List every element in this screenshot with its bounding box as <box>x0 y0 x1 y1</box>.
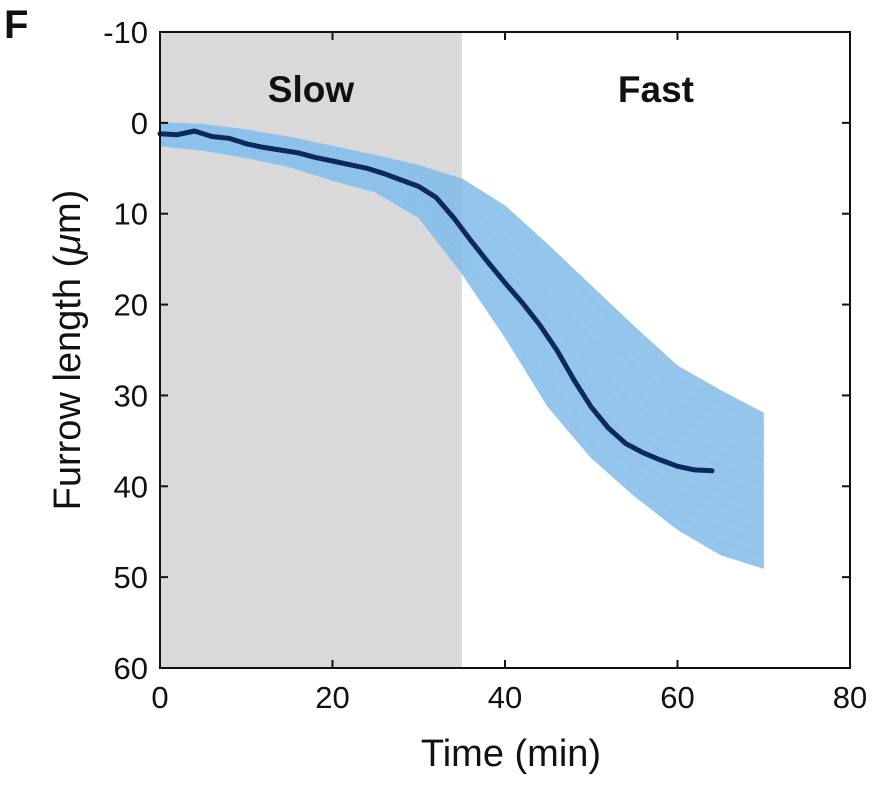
individual-trace <box>159 136 765 510</box>
individual-trace <box>159 122 765 415</box>
mean-trace-line <box>157 128 715 474</box>
individual-trace <box>159 123 765 427</box>
y-axis-label-mu: μ <box>47 234 89 256</box>
y-tick-label: 0 <box>131 106 148 141</box>
x-tick-label: 80 <box>833 680 867 715</box>
y-tick-label: 20 <box>114 288 148 323</box>
y-tick-label: -10 <box>103 15 148 50</box>
x-tick-label: 0 <box>151 680 168 715</box>
individual-trace <box>159 144 765 569</box>
y-tick-label: 60 <box>114 651 148 686</box>
plot-area: Slow Fast 0 20 40 60 80 -10 0 10 20 30 40 50 60 <box>103 15 867 715</box>
y-tick-label: 50 <box>114 560 148 595</box>
region-label-fast: Fast <box>618 69 694 110</box>
individual-trace <box>159 141 765 546</box>
individual-traces-band <box>160 122 764 569</box>
individual-trace <box>159 139 765 534</box>
x-axis-label: Time (min) <box>421 733 601 775</box>
region-label-slow: Slow <box>268 69 355 110</box>
individual-trace <box>159 125 765 439</box>
y-tick-label: 40 <box>114 469 148 504</box>
individual-trace <box>159 129 765 462</box>
y-axis-label: Furrow length (μm) <box>47 190 89 511</box>
x-tick-label: 20 <box>315 680 349 715</box>
x-tick-label: 60 <box>660 680 694 715</box>
y-axis-label-prefix: Furrow length ( <box>47 254 89 510</box>
x-tick-label: 40 <box>488 680 522 715</box>
y-tick-label: 10 <box>114 197 148 232</box>
individual-trace <box>159 137 765 522</box>
panel-letter: F <box>4 3 28 47</box>
y-tick-label: 30 <box>114 378 148 413</box>
individual-trace <box>159 127 765 450</box>
y-axis-label-suffix: m) <box>47 190 89 234</box>
individual-trace <box>159 130 765 474</box>
individual-trace <box>159 143 765 557</box>
